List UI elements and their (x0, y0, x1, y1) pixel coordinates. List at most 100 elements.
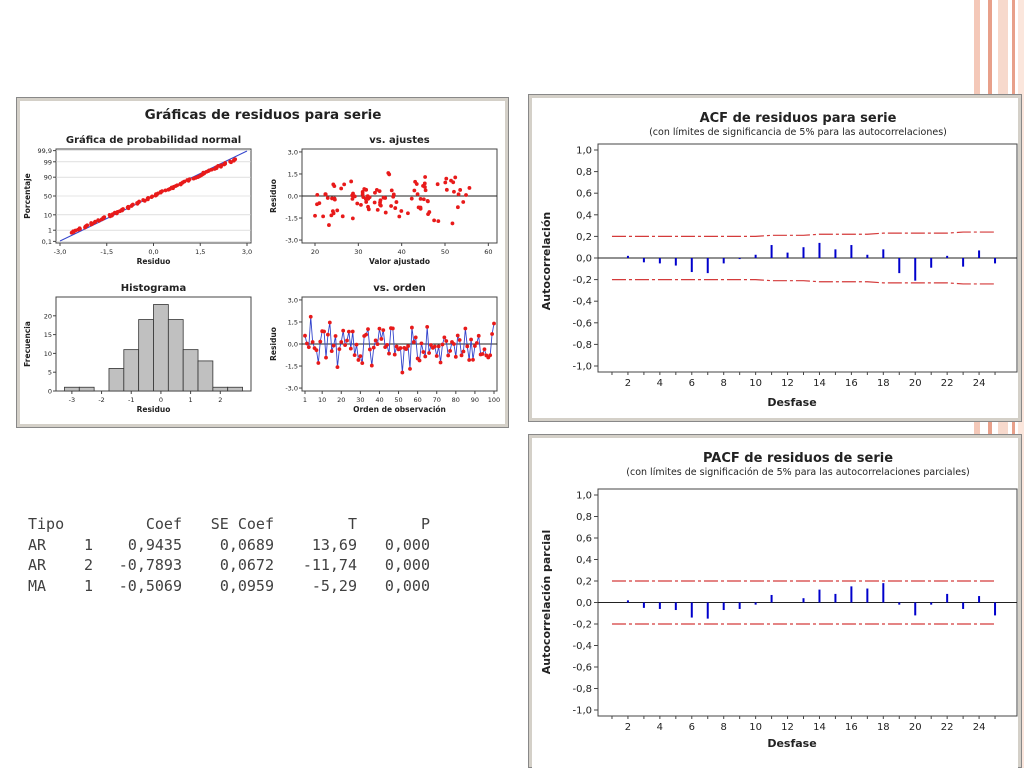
data-point (389, 188, 394, 193)
table-row: AR 2 -0,7893 0,0672 -11,74 0,000 (28, 555, 430, 576)
data-point (411, 340, 416, 344)
data-point (96, 218, 101, 223)
data-point (345, 338, 349, 343)
residual-plots-title: Gráficas de residuos para serie (145, 107, 382, 123)
data-point (335, 208, 340, 213)
data-point (444, 187, 449, 192)
y-tick-label: 90 (44, 174, 52, 182)
data-point (440, 342, 445, 347)
cell: 0,000 (384, 556, 430, 574)
data-point (394, 200, 399, 204)
y-tick-label: 1 (48, 227, 52, 235)
x-tick-label: 1 (189, 396, 193, 404)
x-tick-label: 4 (657, 722, 663, 733)
data-point (331, 182, 336, 187)
x-tick-label: 10 (318, 396, 326, 404)
data-point (436, 344, 441, 349)
data-point (330, 209, 335, 214)
data-point (160, 189, 165, 194)
data-point (413, 335, 418, 340)
data-point (453, 175, 458, 180)
x-tick-label: -3 (69, 396, 75, 404)
data-point (392, 352, 397, 357)
histogram-bar (64, 386, 80, 392)
data-point (348, 346, 353, 351)
data-point (415, 192, 420, 197)
data-point (467, 186, 472, 190)
data-point (182, 179, 187, 184)
histogram-bar (167, 319, 184, 392)
x-tick-label: 1 (303, 396, 307, 404)
data-point (391, 192, 396, 197)
cell: -5,29 (311, 576, 357, 595)
y-tick-label: -0,4 (572, 297, 592, 308)
y-tick-label: 5 (48, 369, 52, 377)
data-point (417, 358, 422, 363)
data-point (77, 226, 82, 231)
data-point (315, 192, 320, 197)
data-point (379, 337, 384, 341)
acf-chart: ACF de residuos para serie (con límites … (528, 94, 1022, 422)
y-tick-label: 99 (44, 158, 52, 166)
data-point (130, 202, 135, 207)
data-point (150, 194, 155, 199)
y-tick-label: -3,0 (285, 385, 298, 393)
y-tick-label: -1,5 (285, 363, 298, 371)
y-tick-label: -0,4 (572, 641, 592, 652)
data-point (137, 199, 142, 204)
x-tick-label: 18 (877, 378, 890, 389)
residual-plots-chart: Gráficas de residuos para serie Gráfica … (16, 97, 509, 428)
lower-significance-limit (611, 279, 996, 285)
table-header-row: Tipo Coef SE Coef T P (28, 514, 430, 535)
data-point (467, 358, 472, 362)
histogram-bar (108, 368, 125, 392)
data-point (354, 342, 359, 347)
data-point (464, 193, 468, 197)
data-point (492, 321, 496, 326)
data-point (146, 195, 151, 200)
data-point (398, 346, 403, 350)
data-point (327, 320, 332, 325)
data-point (330, 196, 334, 201)
histogram-bar (123, 349, 140, 392)
data-point (490, 332, 494, 336)
data-point (310, 340, 315, 344)
data-point (383, 210, 388, 215)
data-point (364, 332, 368, 337)
data-point (325, 196, 330, 200)
y-tick-label: 3,0 (288, 148, 298, 156)
x-tick-label: 24 (973, 378, 986, 389)
x-tick-label: 40 (398, 248, 406, 256)
data-point (377, 326, 382, 331)
data-point (366, 204, 370, 209)
x-tick-label: 1,5 (195, 248, 205, 256)
y-tick-label: 0 (48, 388, 52, 396)
data-point (432, 218, 437, 223)
data-point (209, 167, 214, 172)
data-point (107, 213, 112, 217)
y-tick-label: 0,4 (576, 555, 592, 566)
data-point (305, 341, 309, 346)
y-tick-label: 1,0 (576, 146, 592, 157)
x-tick-label: 14 (813, 378, 826, 389)
data-point (85, 223, 90, 228)
x-tick-label: 2 (218, 396, 222, 404)
data-point (350, 193, 355, 198)
panel-xlabel: Residuo (137, 405, 171, 414)
y-tick-label: 0,1 (42, 238, 52, 246)
data-point (317, 201, 322, 206)
data-point (102, 215, 107, 220)
cell: -11,74 (302, 556, 357, 574)
data-point (397, 214, 402, 219)
data-point (321, 214, 326, 219)
data-point (327, 223, 331, 227)
y-tick-label: 50 (44, 193, 52, 201)
table-row: MA 1 -0,5069 0,0959 -5,29 0,000 (28, 576, 430, 597)
acf-subtitle: (con límites de significancia de 5% para… (649, 127, 947, 138)
x-tick-label: 20 (909, 722, 922, 733)
y-tick-label: 1,5 (288, 170, 298, 178)
cell: -0,5069 (118, 576, 182, 595)
residual-vs-order-panel: vs. orden 1 10 20 30 40 50 60 70 80 90 100 3,0 1,5 0,0… (269, 283, 500, 414)
y-tick-label: -0,6 (572, 663, 592, 674)
data-point (350, 216, 355, 221)
